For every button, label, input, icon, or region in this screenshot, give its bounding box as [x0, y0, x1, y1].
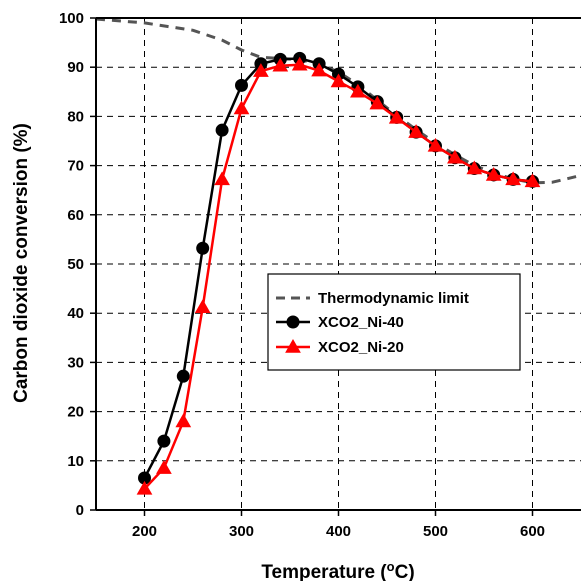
data-point	[447, 149, 463, 164]
y-tick-label-90: 90	[67, 59, 84, 76]
grid-lines	[96, 18, 581, 510]
data-point	[505, 171, 521, 186]
data-point	[136, 480, 153, 495]
data-point	[524, 173, 541, 188]
data-point	[215, 123, 229, 137]
data-point	[369, 95, 386, 110]
x-tick-label-600: 600	[520, 523, 545, 540]
data-point	[311, 62, 327, 77]
legend-label-3: XCO2_Ni-20	[318, 339, 404, 356]
y-tick-label-10: 10	[67, 453, 84, 470]
data-point	[194, 299, 211, 314]
data-point	[233, 100, 250, 115]
y-tick-label-40: 40	[67, 305, 84, 322]
data-point	[196, 241, 210, 255]
data-point	[214, 171, 230, 186]
data-point	[427, 137, 444, 152]
data-point	[291, 56, 308, 71]
data-point	[253, 63, 269, 77]
data-point	[350, 83, 366, 98]
data-point	[466, 160, 483, 175]
data-point	[330, 73, 347, 88]
data-point	[408, 124, 424, 138]
series-layer	[95, 17, 581, 495]
y-tick-label-70: 70	[67, 158, 84, 175]
y-tick-label-80: 80	[67, 108, 84, 125]
data-point	[157, 434, 171, 448]
legend-marker-2	[286, 315, 300, 329]
data-point	[156, 460, 172, 474]
legend-label-1: Thermodynamic limit	[318, 290, 469, 307]
y-tick-label-60: 60	[67, 207, 84, 224]
y-tick-label-0: 0	[76, 502, 84, 519]
series-3	[136, 56, 541, 495]
y-axis-title: Carbon dioxide conversion (%)	[11, 123, 32, 403]
y-tick-label-30: 30	[67, 354, 84, 371]
legend-marker-3	[285, 338, 301, 353]
x-tick-label-500: 500	[423, 523, 448, 540]
x-tick-label-300: 300	[229, 523, 254, 540]
data-point	[272, 57, 289, 72]
tick-labels: 200 300 400 500 600 0 10 20 30 40 50 60 70 80 90 100	[59, 10, 545, 540]
x-tick-label-200: 200	[132, 523, 157, 540]
data-point	[175, 413, 192, 428]
legend-label-2: XCO2_Ni-40	[318, 314, 404, 331]
y-tick-label-20: 20	[67, 404, 84, 421]
data-point	[235, 78, 248, 92]
legend: Thermodynamic limit XCO2_Ni-40 XCO2_Ni-20	[267, 273, 521, 371]
data-point	[485, 166, 502, 181]
y-tick-label-100: 100	[59, 10, 84, 27]
data-point	[176, 369, 190, 383]
x-tick-label-400: 400	[326, 523, 351, 540]
y-tick-label-50: 50	[67, 256, 84, 273]
data-point	[388, 109, 405, 124]
x-axis-title: Temperature (oC)	[261, 559, 414, 581]
